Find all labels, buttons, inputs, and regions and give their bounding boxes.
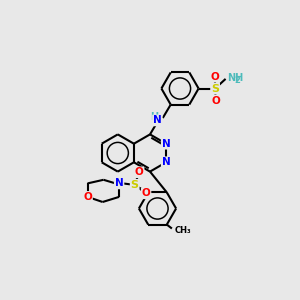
Text: CH₃: CH₃	[174, 226, 191, 235]
Text: N: N	[115, 178, 124, 188]
Text: O: O	[142, 188, 151, 198]
Text: 2: 2	[234, 76, 240, 85]
Text: O: O	[135, 167, 144, 177]
Text: O: O	[211, 95, 220, 106]
Text: N: N	[153, 116, 162, 125]
Text: O: O	[83, 192, 92, 202]
Text: S: S	[131, 180, 139, 190]
Text: O: O	[211, 71, 220, 82]
Text: S: S	[211, 83, 219, 94]
Text: N: N	[162, 139, 170, 149]
Text: NH: NH	[227, 73, 243, 83]
Text: H: H	[150, 112, 158, 122]
Text: N: N	[162, 157, 170, 167]
